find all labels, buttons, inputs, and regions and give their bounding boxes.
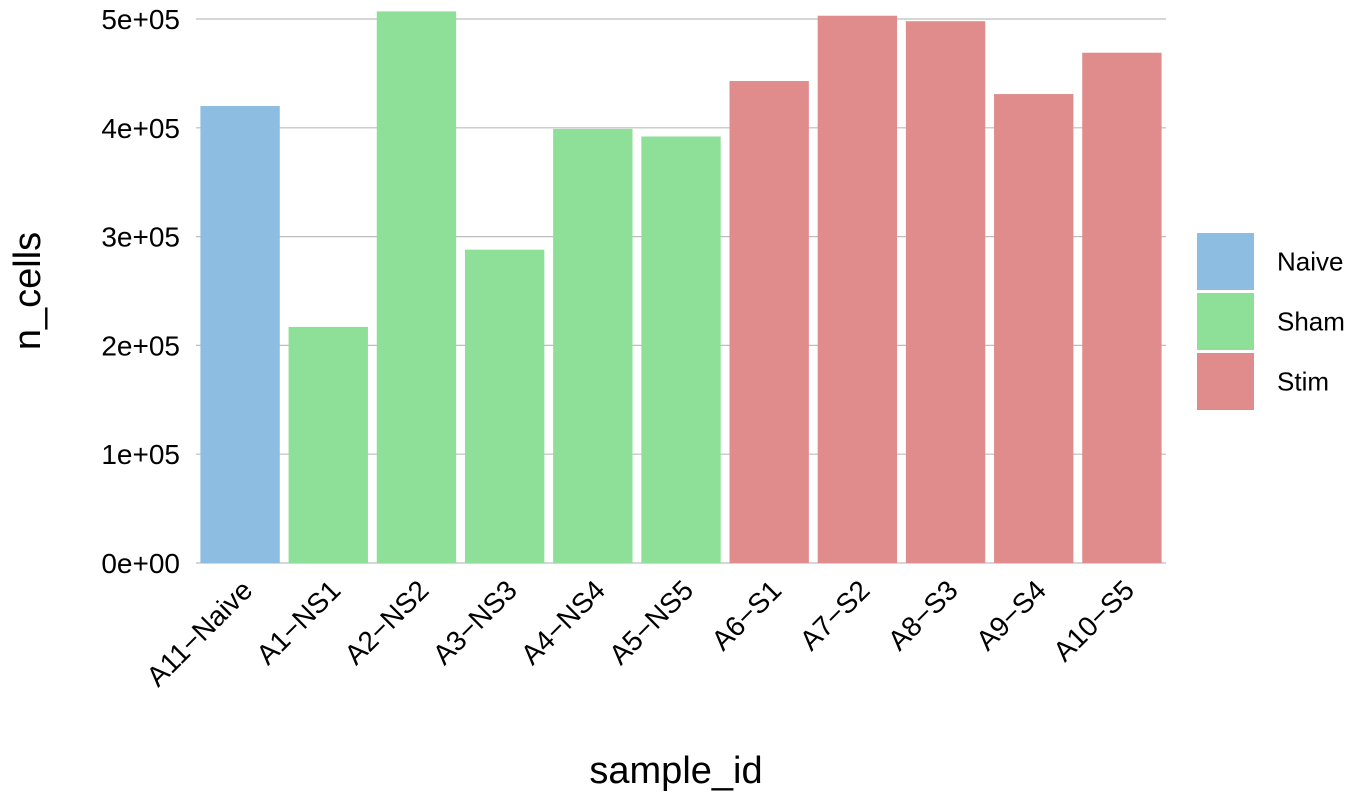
y-tick-label: 5e+05 xyxy=(101,4,180,35)
x-axis-title: sample_id xyxy=(589,750,762,792)
x-tick-label: A7−S2 xyxy=(794,574,876,656)
x-tick-label: A11−Naive xyxy=(140,574,258,692)
bar xyxy=(553,128,633,563)
x-tick-label: A4−NS4 xyxy=(515,574,611,670)
bar xyxy=(817,15,898,563)
x-tick-label: A5−NS5 xyxy=(603,574,699,670)
bar xyxy=(288,326,368,563)
bar xyxy=(464,249,545,563)
y-tick-label: 4e+05 xyxy=(101,113,180,144)
bar xyxy=(994,94,1074,564)
x-tick-label: A1−NS1 xyxy=(250,574,346,670)
bar xyxy=(200,106,280,563)
x-tick-label: A10−S5 xyxy=(1047,574,1140,667)
bar xyxy=(1082,52,1162,564)
y-tick-label: 2e+05 xyxy=(101,330,180,361)
x-tick-label: A6−S1 xyxy=(705,574,787,656)
bar xyxy=(376,11,457,564)
y-tick-label: 1e+05 xyxy=(101,439,180,470)
legend-key xyxy=(1197,293,1254,350)
bar xyxy=(729,81,809,564)
y-axis-title: n_cells xyxy=(7,232,49,350)
legend-label: Naive xyxy=(1277,247,1343,277)
x-tick-label: A3−NS3 xyxy=(427,574,523,670)
legend-label: Stim xyxy=(1277,367,1329,397)
legend-key xyxy=(1197,233,1254,290)
legend-label: Sham xyxy=(1277,307,1345,337)
bar xyxy=(905,21,986,563)
y-tick-label: 0e+00 xyxy=(101,548,180,579)
y-tick-label: 3e+05 xyxy=(101,222,180,253)
bar xyxy=(641,136,721,563)
bars xyxy=(200,11,1162,564)
x-tick-label: A8−S3 xyxy=(882,574,964,656)
x-tick-label: A2−NS2 xyxy=(338,574,434,670)
legend-key xyxy=(1197,353,1254,410)
x-tick-label: A9−S4 xyxy=(970,574,1052,656)
y-axis-ticks: 0e+00 1e+05 2e+05 3e+05 4e+05 5e+05 xyxy=(101,4,180,579)
legend: Naive Sham Stim xyxy=(1197,233,1345,410)
